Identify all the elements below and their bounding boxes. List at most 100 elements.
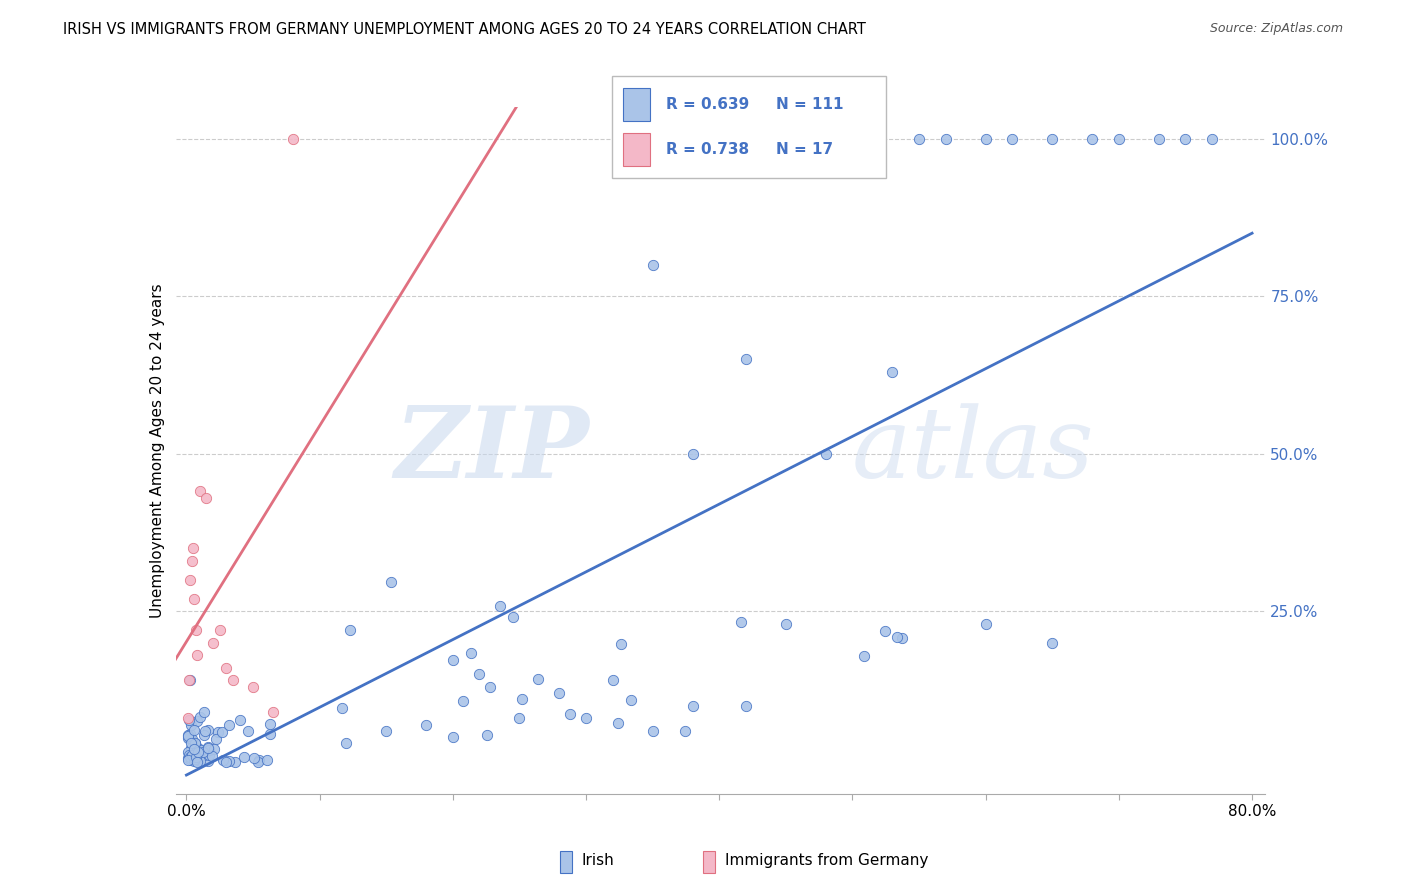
Point	[205, 732, 228, 747]
Point	[259, 727, 281, 741]
Point	[460, 646, 482, 660]
Point	[183, 748, 205, 763]
Point	[197, 739, 219, 754]
Point	[974, 616, 997, 631]
Point	[190, 743, 212, 757]
Point	[194, 724, 217, 739]
Point	[188, 710, 211, 724]
Point	[184, 737, 207, 751]
Point	[177, 711, 200, 725]
Point	[575, 711, 598, 725]
Point	[184, 623, 207, 637]
Point	[262, 705, 284, 719]
Point	[186, 714, 208, 728]
Point	[1147, 131, 1170, 145]
Point	[730, 615, 752, 630]
Point	[197, 740, 219, 755]
Point	[330, 700, 353, 714]
Point	[208, 623, 231, 637]
Point	[641, 258, 664, 272]
Point	[281, 131, 304, 145]
Point	[186, 756, 208, 770]
Point	[180, 731, 202, 746]
Point	[1040, 131, 1063, 145]
Point	[814, 447, 837, 461]
Point	[868, 131, 890, 145]
Point	[197, 754, 219, 768]
Point	[177, 751, 200, 765]
Point	[181, 747, 204, 761]
Point	[602, 673, 624, 688]
Text: Source: ZipAtlas.com: Source: ZipAtlas.com	[1209, 22, 1343, 36]
Point	[193, 747, 215, 762]
Point	[335, 736, 357, 750]
Point	[502, 610, 524, 624]
Point	[181, 541, 204, 555]
Point	[673, 723, 696, 738]
Point	[489, 599, 512, 613]
Point	[202, 742, 225, 756]
Text: N = 111: N = 111	[776, 97, 844, 112]
Point	[256, 753, 278, 767]
FancyBboxPatch shape	[612, 76, 886, 178]
Point	[641, 723, 664, 738]
Point	[177, 753, 200, 767]
Text: IRISH VS IMMIGRANTS FROM GERMANY UNEMPLOYMENT AMONG AGES 20 TO 24 YEARS CORRELAT: IRISH VS IMMIGRANTS FROM GERMANY UNEMPLO…	[63, 22, 866, 37]
Point	[218, 718, 240, 732]
Point	[177, 729, 200, 743]
Point	[974, 131, 997, 145]
Point	[236, 724, 259, 739]
Point	[935, 131, 957, 145]
Point	[415, 717, 437, 731]
Point	[610, 637, 633, 651]
Point	[242, 680, 264, 694]
Point	[198, 747, 221, 762]
Point	[183, 723, 205, 738]
Point	[441, 730, 464, 744]
Point	[177, 745, 200, 759]
Text: R = 0.639: R = 0.639	[666, 97, 749, 112]
Point	[177, 673, 200, 688]
Point	[375, 723, 398, 738]
Point	[735, 352, 758, 367]
Point	[177, 727, 200, 741]
Point	[198, 742, 221, 756]
Text: ZIP: ZIP	[395, 402, 591, 499]
Point	[222, 673, 245, 688]
Text: N = 17: N = 17	[776, 142, 834, 157]
Point	[179, 731, 201, 745]
Point	[215, 755, 238, 769]
Point	[183, 754, 205, 768]
Point	[247, 752, 270, 766]
Text: Irish: Irish	[581, 854, 614, 868]
Point	[259, 716, 281, 731]
Point	[441, 653, 464, 667]
Point	[180, 753, 202, 767]
Point	[187, 740, 209, 755]
Point	[201, 748, 224, 763]
Point	[197, 723, 219, 738]
Point	[735, 698, 758, 713]
Point	[211, 724, 233, 739]
Point	[183, 736, 205, 750]
Point	[1001, 131, 1024, 145]
Point	[548, 686, 571, 700]
FancyBboxPatch shape	[703, 851, 714, 872]
Point	[526, 672, 548, 686]
Point	[853, 649, 876, 664]
Point	[229, 713, 252, 727]
Point	[188, 754, 211, 768]
Point	[184, 736, 207, 750]
Point	[620, 692, 643, 706]
Point	[207, 724, 229, 739]
Y-axis label: Unemployment Among Ages 20 to 24 years: Unemployment Among Ages 20 to 24 years	[149, 283, 165, 618]
Point	[184, 750, 207, 764]
Point	[682, 447, 704, 461]
Point	[451, 694, 474, 708]
Point	[193, 728, 215, 742]
Text: Immigrants from Germany: Immigrants from Germany	[724, 854, 928, 868]
Point	[1108, 131, 1130, 145]
Point	[180, 741, 202, 756]
Point	[475, 727, 498, 741]
Point	[339, 624, 361, 638]
